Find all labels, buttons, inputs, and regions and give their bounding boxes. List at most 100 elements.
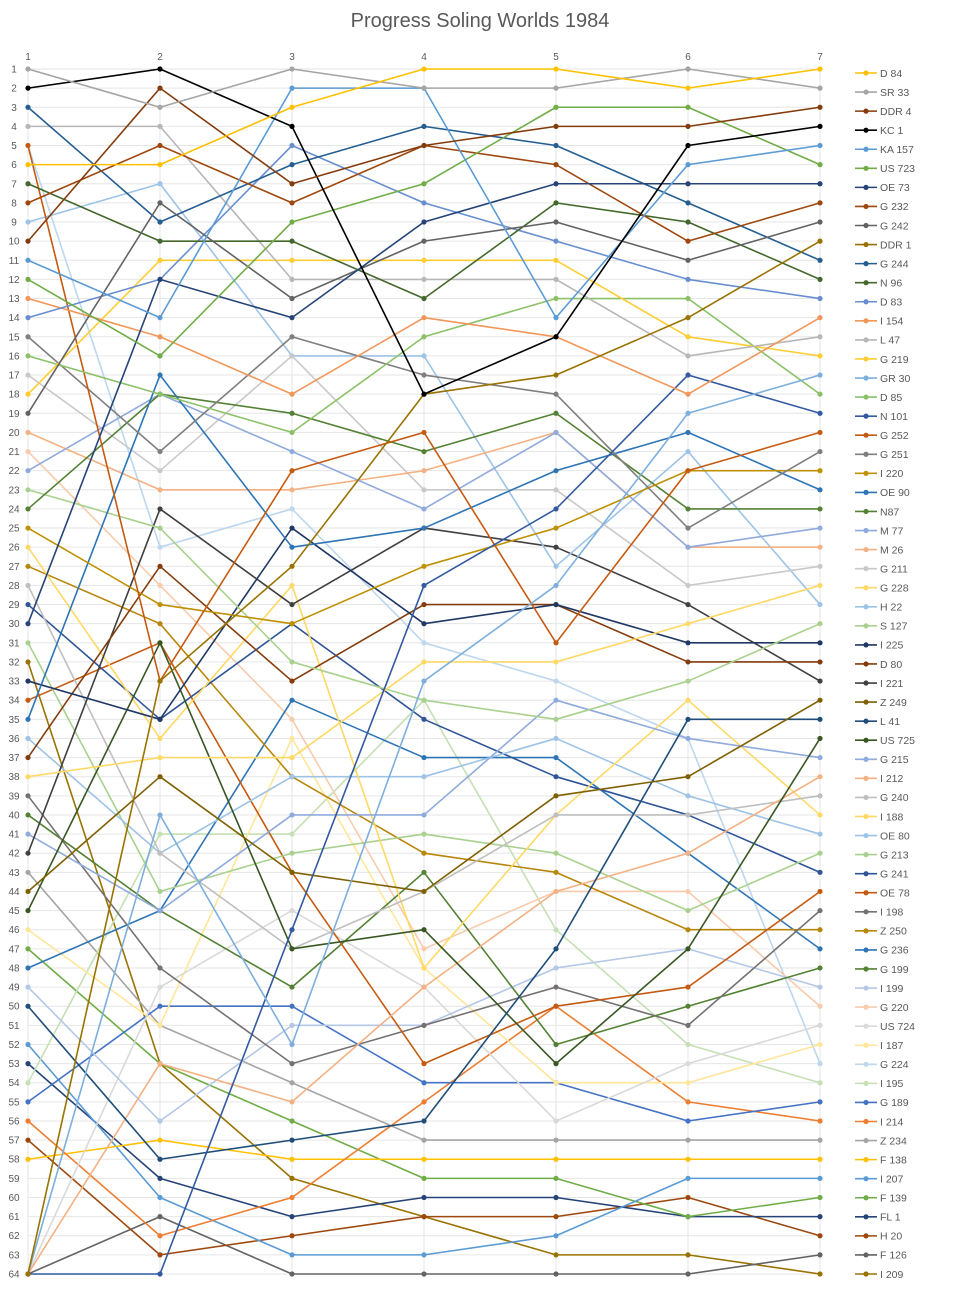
data-point bbox=[25, 276, 31, 282]
data-point bbox=[289, 1041, 295, 1048]
data-point bbox=[685, 257, 691, 263]
series-kc-1 bbox=[25, 66, 823, 397]
legend-item: D 85 bbox=[855, 392, 902, 404]
data-point bbox=[157, 104, 163, 110]
data-point bbox=[157, 353, 163, 359]
legend-swatch-marker bbox=[863, 832, 869, 839]
legend-item: I 225 bbox=[855, 640, 904, 652]
legend-item: D 80 bbox=[855, 659, 902, 671]
data-point bbox=[817, 238, 823, 244]
y-tick-label: 15 bbox=[8, 332, 20, 343]
data-point bbox=[817, 123, 823, 129]
data-point bbox=[685, 276, 691, 282]
data-point bbox=[25, 601, 31, 608]
data-point bbox=[157, 525, 163, 531]
data-point bbox=[553, 1194, 559, 1201]
data-point bbox=[289, 276, 295, 282]
data-point bbox=[421, 1137, 427, 1143]
legend-item: N87 bbox=[855, 506, 899, 518]
series-ddr-4 bbox=[25, 85, 823, 244]
legend-item: N 96 bbox=[855, 277, 902, 289]
data-point bbox=[817, 965, 823, 971]
y-tick-label: 39 bbox=[8, 791, 20, 802]
data-point bbox=[421, 487, 427, 493]
y-tick-label: 9 bbox=[11, 218, 17, 229]
y-tick-label: 57 bbox=[8, 1136, 20, 1147]
data-point bbox=[685, 716, 691, 722]
series-i-225 bbox=[25, 525, 823, 722]
y-tick-label: 48 bbox=[8, 963, 20, 974]
data-point bbox=[685, 85, 691, 91]
legend-label: N 101 bbox=[880, 411, 908, 423]
legend-swatch-marker bbox=[863, 813, 869, 820]
legend-swatch-marker bbox=[863, 413, 869, 419]
data-point bbox=[289, 544, 295, 550]
data-point bbox=[685, 1214, 691, 1220]
y-tick-label: 10 bbox=[8, 237, 20, 248]
data-point bbox=[25, 1271, 31, 1277]
legend-label: G 219 bbox=[880, 354, 909, 366]
y-tick-label: 32 bbox=[8, 657, 20, 668]
y-tick-label: 31 bbox=[8, 638, 20, 649]
y-tick-label: 33 bbox=[8, 677, 20, 688]
data-point bbox=[817, 1061, 823, 1067]
legend-swatch-marker bbox=[863, 146, 869, 152]
data-point bbox=[685, 659, 691, 665]
data-point bbox=[25, 1099, 31, 1105]
data-point bbox=[289, 162, 295, 168]
series-z-250 bbox=[25, 563, 823, 933]
data-point bbox=[157, 334, 163, 340]
data-point bbox=[25, 888, 31, 895]
data-point bbox=[157, 162, 163, 168]
legend-item: G 228 bbox=[855, 583, 909, 595]
data-point bbox=[289, 1214, 295, 1220]
data-point bbox=[25, 563, 31, 569]
data-point bbox=[817, 1233, 823, 1239]
data-point bbox=[25, 468, 31, 474]
data-point bbox=[25, 965, 31, 971]
legend-item: G 220 bbox=[855, 1002, 909, 1014]
data-point bbox=[817, 888, 823, 895]
data-point bbox=[817, 621, 823, 627]
y-tick-label: 59 bbox=[8, 1174, 20, 1185]
data-point bbox=[25, 716, 31, 722]
data-point bbox=[553, 429, 559, 436]
data-point bbox=[685, 238, 691, 244]
legend-swatch-marker bbox=[863, 775, 869, 781]
data-point bbox=[421, 506, 427, 512]
legend: D 84 SR 33 DDR 4 KC 1 KA 157 US 723 OE 73 G 232… bbox=[855, 68, 915, 1281]
data-point bbox=[553, 219, 559, 225]
data-point bbox=[421, 984, 427, 990]
data-point bbox=[685, 506, 691, 512]
data-point bbox=[685, 1194, 691, 1201]
legend-label: DDR 1 bbox=[880, 239, 912, 251]
data-point bbox=[25, 754, 31, 761]
y-tick-label: 27 bbox=[8, 562, 20, 573]
data-point bbox=[421, 1080, 427, 1086]
y-tick-label: 8 bbox=[11, 198, 17, 209]
data-point bbox=[289, 582, 295, 589]
data-point bbox=[157, 754, 163, 761]
data-point bbox=[289, 1194, 295, 1201]
data-point bbox=[817, 946, 823, 952]
data-point bbox=[817, 716, 823, 722]
data-point bbox=[553, 1118, 559, 1124]
data-point bbox=[685, 448, 691, 455]
legend-label: DDR 4 bbox=[880, 106, 912, 118]
legend-label: OE 73 bbox=[880, 182, 910, 194]
data-point bbox=[817, 563, 823, 569]
data-point bbox=[553, 716, 559, 722]
data-point bbox=[553, 372, 559, 378]
data-point bbox=[157, 831, 163, 837]
legend-swatch-marker bbox=[863, 508, 869, 515]
y-tick-label: 61 bbox=[8, 1212, 20, 1223]
data-point bbox=[817, 181, 823, 187]
data-point bbox=[421, 372, 427, 378]
data-point bbox=[817, 984, 823, 990]
data-point bbox=[157, 506, 163, 512]
data-point bbox=[817, 257, 823, 263]
data-point bbox=[421, 1214, 427, 1220]
y-tick-label: 13 bbox=[8, 294, 20, 305]
data-point bbox=[817, 429, 823, 436]
legend-label: D 80 bbox=[880, 659, 902, 671]
